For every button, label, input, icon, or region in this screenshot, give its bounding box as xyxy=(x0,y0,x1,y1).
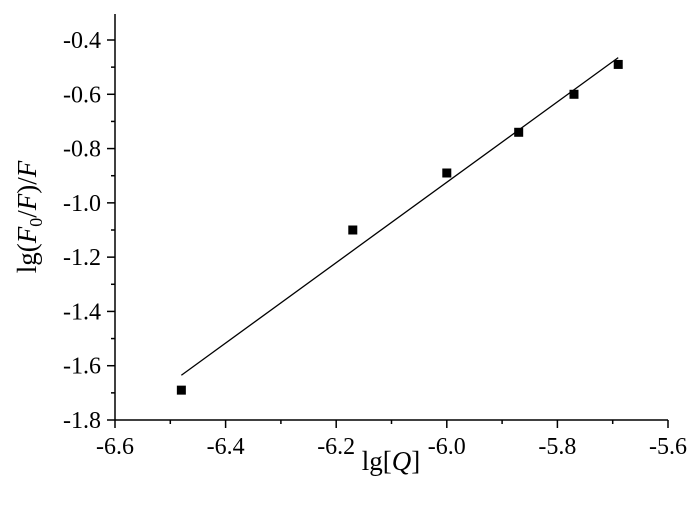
x-ticks: -6.6 -6.4 -6.2 -6.0 -5.8 -5.6 xyxy=(96,420,687,460)
axes xyxy=(114,14,668,421)
y-ticks: -1.8 -1.6 -1.4 -1.2 -1.0 -0.8 -0.6 -0.4 xyxy=(63,28,115,434)
x-tick-label: -6.6 xyxy=(96,434,134,460)
y-tick-label: -1.4 xyxy=(63,299,101,325)
y-tick-label: -1.0 xyxy=(63,191,101,217)
x-tick-label: -6.2 xyxy=(317,434,355,460)
data-point xyxy=(348,225,358,235)
data-points xyxy=(176,59,623,395)
data-point xyxy=(176,385,186,395)
y-tick-label: -1.8 xyxy=(63,408,101,434)
data-point xyxy=(514,127,524,137)
data-point xyxy=(569,89,579,99)
fit-line-group xyxy=(180,57,619,376)
y-axis-title: lg(F0/F)/F xyxy=(12,160,46,273)
x-tick-label: -5.6 xyxy=(649,434,687,460)
data-point xyxy=(442,168,452,178)
y-tick-label: -0.6 xyxy=(63,82,101,108)
y-tick-label: -1.6 xyxy=(63,354,101,380)
data-point xyxy=(613,59,623,69)
x-tick-label: -5.8 xyxy=(538,434,576,460)
y-tick-label: -0.8 xyxy=(63,137,101,163)
x-axis-title: lg[Q] xyxy=(362,446,421,476)
x-tick-label: -6.0 xyxy=(428,434,466,460)
y-tick-label: -0.4 xyxy=(63,28,101,54)
x-tick-label: -6.4 xyxy=(207,434,245,460)
fit-line xyxy=(180,57,619,376)
y-tick-label: -1.2 xyxy=(63,245,101,271)
